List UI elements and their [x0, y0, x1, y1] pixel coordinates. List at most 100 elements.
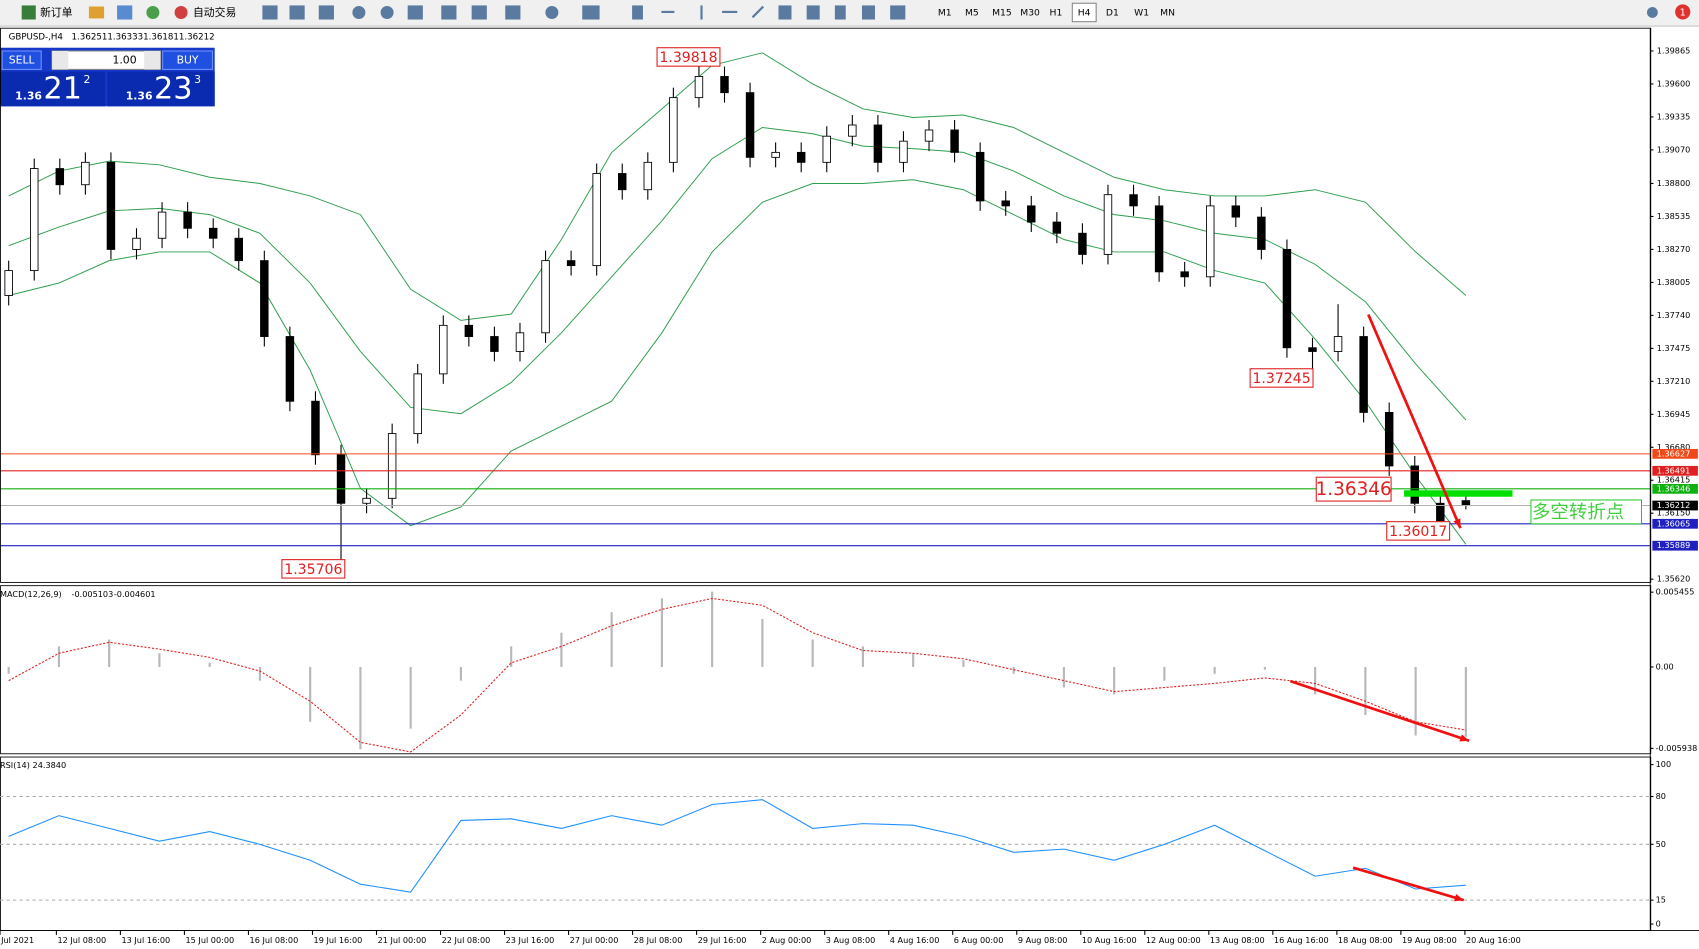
- level-price-label: 1.36065: [1657, 518, 1691, 528]
- arrows-tool[interactable]: [890, 5, 906, 20]
- x-tick-label: 21 Jul 00:00: [378, 935, 427, 945]
- y-tick-label: 1.36680: [1657, 442, 1691, 452]
- zoom-in[interactable]: [352, 5, 366, 19]
- active-timeframe[interactable]: [1071, 2, 1097, 23]
- timeframe-button[interactable]: W1: [1134, 8, 1149, 19]
- rsi-value: 24.3840: [33, 760, 67, 770]
- buy-label[interactable]: BUY: [177, 54, 199, 67]
- auto-trading-button[interactable]: 自动交易: [193, 5, 236, 19]
- macd-signal: [8, 597, 1466, 753]
- toolbar-icons: [262, 5, 1658, 20]
- vertical-line-tool[interactable]: [700, 5, 703, 20]
- timeframe-button[interactable]: H4: [1078, 8, 1091, 19]
- lots-increase[interactable]: [144, 50, 161, 70]
- candle-body: [1052, 221, 1062, 234]
- level-price-label: 1.36212: [1657, 500, 1691, 510]
- toolbar-icon[interactable]: [262, 5, 278, 20]
- level-price-box: [1652, 518, 1698, 529]
- channel-tool[interactable]: [806, 5, 820, 20]
- x-tick-label: Jul 2021: [0, 935, 34, 945]
- timeframe-button[interactable]: MN: [1160, 8, 1175, 19]
- candle-body: [1282, 249, 1292, 349]
- timeframe-button[interactable]: H1: [1050, 8, 1063, 19]
- timeframe-button[interactable]: M5: [965, 8, 979, 19]
- label-tool[interactable]: [861, 5, 875, 20]
- y-tick-label: 1.38800: [1657, 178, 1691, 188]
- bollinger-upper: [8, 52, 1467, 321]
- candle-body: [311, 400, 320, 456]
- indicators-button[interactable]: [505, 5, 521, 20]
- toolbar-icon[interactable]: [289, 5, 305, 20]
- templates-button[interactable]: [582, 5, 600, 20]
- candle-body: [1410, 465, 1419, 504]
- candle-body: [157, 211, 167, 239]
- notification-badge[interactable]: [1675, 4, 1691, 20]
- candle-body: [796, 151, 806, 163]
- toolbar-icon[interactable]: [441, 5, 457, 20]
- candle-body: [387, 433, 397, 499]
- y-tick-label: 1.38270: [1657, 244, 1691, 254]
- x-tick-label: 10 Aug 16:00: [1082, 935, 1137, 945]
- candle-body: [566, 260, 576, 267]
- lots-decrease[interactable]: [52, 50, 69, 70]
- toolbar-icon[interactable]: [88, 6, 105, 19]
- y-tick-label: 1.37475: [1657, 343, 1691, 353]
- level-price-label: 1.36627: [1657, 448, 1691, 458]
- new-order-button[interactable]: 新订单: [40, 5, 73, 19]
- header-close: 1.36212: [179, 32, 215, 42]
- y-tick-label: 1.36945: [1657, 409, 1691, 419]
- new-order-icon[interactable]: [21, 5, 36, 20]
- sell-label[interactable]: SELL: [9, 54, 35, 67]
- sell-button[interactable]: [1, 50, 42, 70]
- price-annotation-box: [1386, 521, 1451, 541]
- horizontal-line-tool[interactable]: [722, 10, 738, 14]
- toolbar-icon[interactable]: [471, 5, 487, 20]
- candle-body: [106, 161, 116, 250]
- candle-body: [1384, 412, 1394, 467]
- x-tick-label: 19 Aug 08:00: [1402, 935, 1457, 945]
- timeframe-button[interactable]: M30: [1020, 8, 1040, 19]
- x-tick-label: 13 Aug 08:00: [1210, 935, 1265, 945]
- crosshair-tool[interactable]: [661, 10, 675, 14]
- y-tick-label: 50: [1656, 839, 1666, 849]
- header-low: 1.36181: [143, 32, 179, 42]
- sell-price-box[interactable]: [0, 71, 106, 107]
- candle-body: [924, 129, 934, 142]
- y-tick-label: 0.005455: [1656, 587, 1695, 597]
- cursor-tool[interactable]: [632, 5, 643, 20]
- y-tick-label: 100: [1656, 759, 1672, 769]
- y-tick-label: 1.39070: [1657, 144, 1691, 154]
- level-price-box: [1652, 448, 1698, 459]
- toolbar-icon[interactable]: [146, 5, 160, 19]
- candle-body: [1359, 336, 1368, 413]
- candle-body: [336, 454, 346, 504]
- candle-body: [1333, 336, 1343, 352]
- price-annotation: 1.35706: [284, 562, 342, 578]
- candle-body: [183, 211, 192, 229]
- candle-body: [1257, 216, 1266, 250]
- text-tool[interactable]: [834, 5, 846, 20]
- x-tick-label: 13 Jul 16:00: [121, 935, 170, 945]
- buy-button[interactable]: [162, 50, 214, 70]
- timeframe-button[interactable]: M15: [992, 8, 1012, 19]
- toolbar-icon[interactable]: [318, 5, 334, 20]
- trendline-tool[interactable]: [751, 5, 765, 19]
- x-tick-label: 12 Jul 08:00: [57, 935, 106, 945]
- zoom-out[interactable]: [380, 5, 394, 19]
- buy-price-box[interactable]: [107, 71, 215, 107]
- sell-price-pips: 21: [43, 72, 82, 107]
- level-price-box: [1652, 540, 1698, 551]
- toolbar-icon[interactable]: [407, 5, 423, 20]
- y-tick-label: 1.39600: [1657, 78, 1691, 88]
- lots-value[interactable]: 1.00: [112, 54, 136, 67]
- toolbar: [0, 0, 1699, 27]
- candle-body: [413, 373, 422, 435]
- search-button[interactable]: [1646, 7, 1658, 18]
- auto-trading-icon[interactable]: [174, 5, 188, 19]
- timeframe-button[interactable]: D1: [1106, 8, 1119, 19]
- timeframe-button[interactable]: M1: [938, 8, 952, 19]
- rsi-arrow: [1352, 866, 1465, 902]
- periods-button[interactable]: [545, 5, 559, 19]
- fibo-tool[interactable]: [778, 5, 792, 20]
- toolbar-icon[interactable]: [117, 5, 133, 20]
